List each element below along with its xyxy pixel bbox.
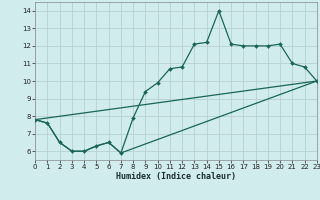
X-axis label: Humidex (Indice chaleur): Humidex (Indice chaleur) [116, 172, 236, 181]
